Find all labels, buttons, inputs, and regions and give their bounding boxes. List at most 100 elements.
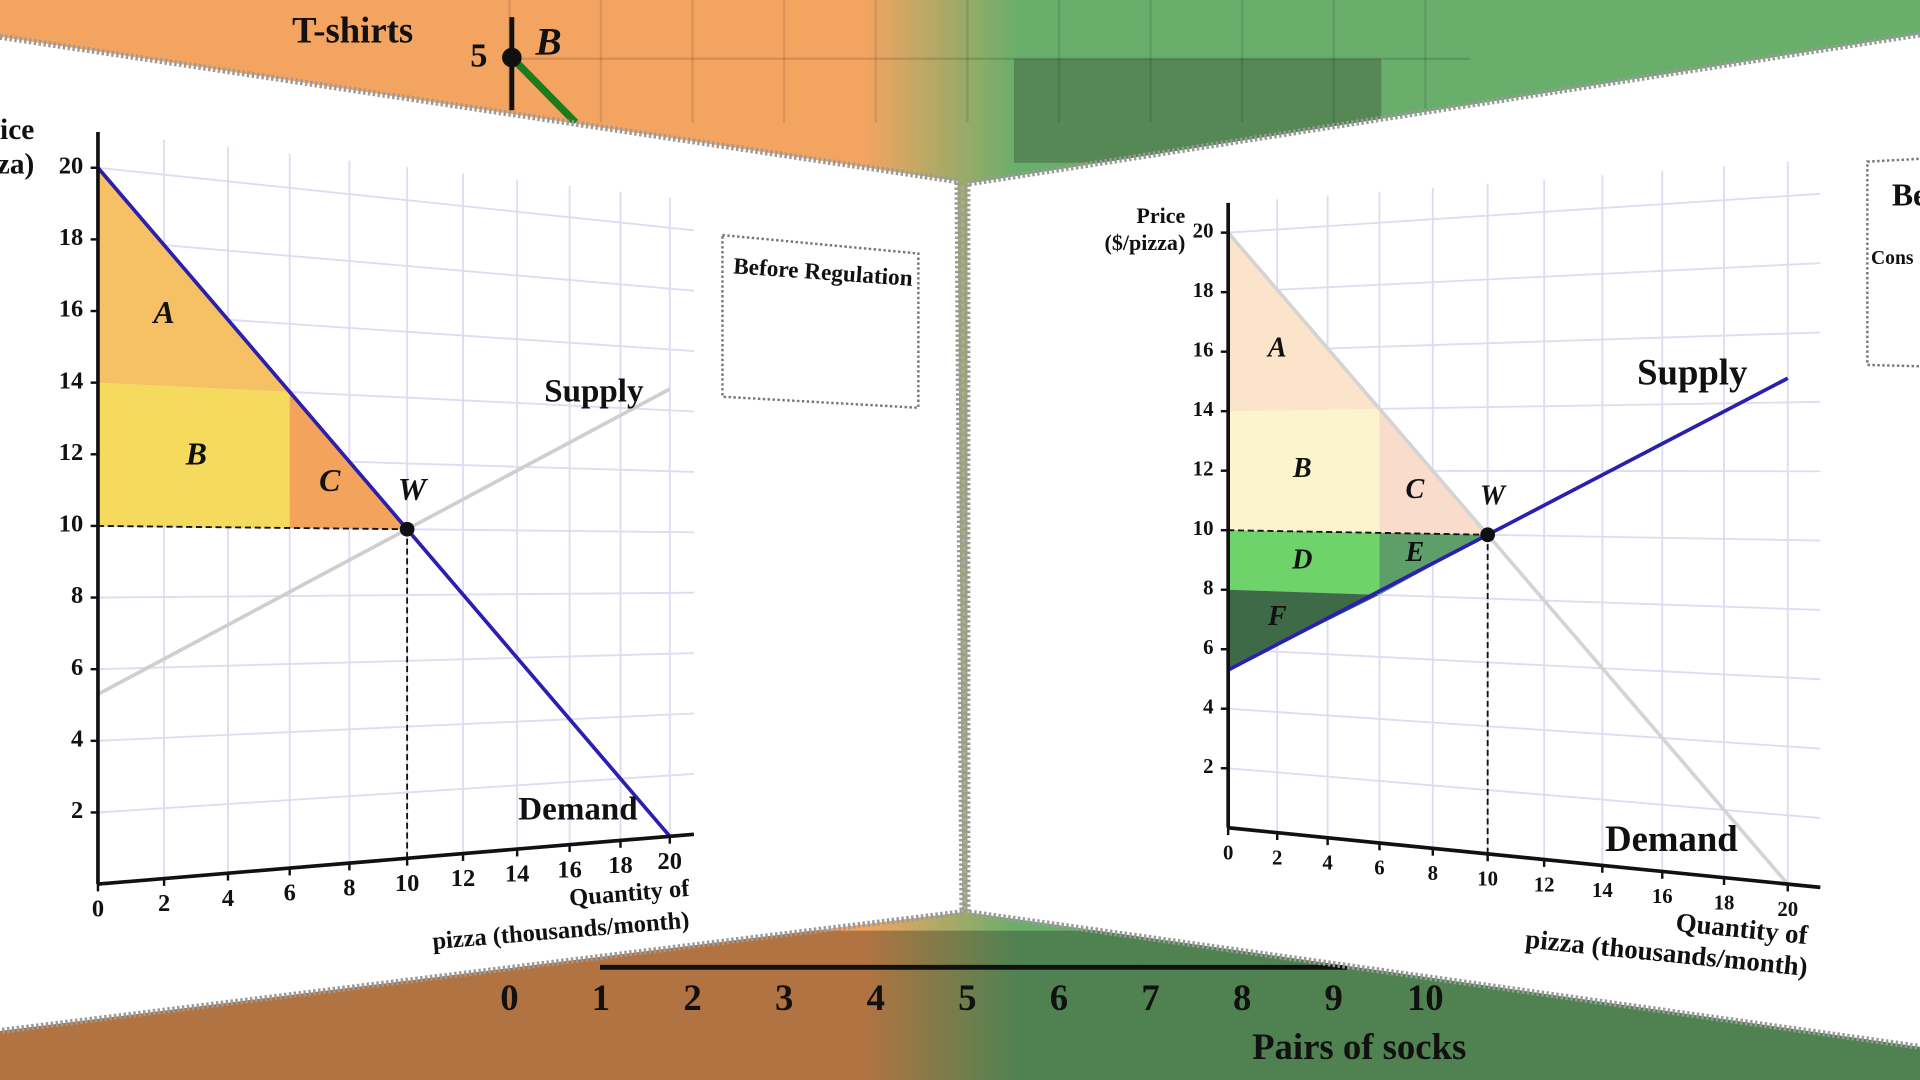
x-tick-label: 0	[1223, 840, 1233, 864]
y-tick-label: 4	[71, 725, 83, 752]
region	[1228, 408, 1380, 533]
paper-edge	[964, 31, 1920, 1050]
bg-x-tick-label: 4	[867, 977, 885, 1018]
paper-edge	[0, 33, 966, 1035]
y-axis-label: ($/pizza)	[0, 148, 34, 180]
x-axis	[1227, 825, 1821, 890]
bg-line	[509, 54, 579, 126]
guide-line	[1228, 529, 1488, 536]
bg-y-label: T-shirts	[292, 10, 413, 51]
info-box	[721, 233, 920, 410]
bg-x-tick-label: 9	[1325, 977, 1343, 1018]
grid-line	[97, 166, 695, 232]
x-tick-label: 4	[1322, 850, 1333, 874]
y-tick-label: 14	[59, 367, 83, 394]
y-tick-label: 12	[1193, 456, 1214, 480]
series-label: Supply	[1637, 351, 1747, 392]
bg-x-tick-label: 6	[1050, 977, 1068, 1018]
equilibrium-point	[399, 521, 415, 537]
x-tick-label: 14	[505, 861, 529, 888]
bg-x-tick-label: 2	[683, 977, 701, 1018]
x-tick-label: 20	[658, 848, 682, 875]
y-tick-label: 10	[59, 511, 83, 538]
x-tick-label: 10	[395, 870, 419, 897]
y-tick-label: 14	[1193, 397, 1214, 421]
x-tick-label: 12	[451, 865, 475, 892]
equilibrium-point	[1480, 527, 1496, 543]
x-tick-label: 8	[343, 875, 355, 902]
region-label: C	[319, 463, 341, 498]
y-tick-label: 18	[1193, 278, 1214, 302]
bg-x-tick-label: 0	[500, 977, 518, 1018]
y-tick-label: 16	[1193, 337, 1214, 361]
region-label: E	[1404, 537, 1424, 568]
region	[1228, 530, 1380, 595]
series-line	[1226, 231, 1790, 886]
series-line	[1227, 376, 1789, 672]
y-tick-label: 4	[1203, 695, 1214, 719]
region-label: B	[185, 437, 207, 472]
y-tick-label: 20	[59, 152, 83, 179]
series-label: Demand	[518, 791, 638, 827]
grid-line	[1228, 588, 1821, 611]
y-tick-label: 8	[1203, 575, 1213, 599]
series-line	[96, 166, 672, 838]
y-tick-label: 8	[71, 582, 83, 609]
y-axis-label: Price	[1136, 203, 1185, 228]
x-tick-label: 6	[284, 880, 296, 907]
bg-x-tick-label: 10	[1407, 977, 1444, 1018]
x-tick-label: 10	[1477, 867, 1498, 891]
grid-line	[1228, 648, 1821, 681]
grid-line	[97, 591, 694, 599]
region-label: A	[151, 295, 174, 330]
x-tick-label: 14	[1592, 878, 1613, 902]
grid-line	[1228, 262, 1821, 294]
series-line	[97, 387, 671, 696]
series-label: Demand	[1605, 818, 1738, 859]
x-axis	[97, 832, 695, 886]
point-label: W	[398, 472, 429, 507]
info-box	[1866, 155, 1920, 369]
x-tick-label: 18	[1714, 890, 1735, 914]
y-tick-label: 20	[1193, 218, 1214, 242]
grid-line	[97, 238, 694, 292]
bg-x-label: Pairs of socks	[1252, 1026, 1466, 1067]
y-axis-label: Price	[0, 114, 34, 146]
x-tick-label: 18	[608, 852, 632, 879]
y-tick-label: 6	[1203, 635, 1213, 659]
x-tick-label: 12	[1534, 872, 1555, 896]
series-label: Supply	[544, 374, 644, 410]
bg-x-tick-label: 5	[958, 977, 976, 1018]
region-label: B	[1292, 453, 1312, 484]
bg-x-tick-label: 1	[592, 977, 610, 1018]
right-page: Demand Supply A B C D E F 0 2 4 6 8 10 12 14 16 18 20 2 4 6 8 1…	[967, 34, 1920, 1047]
y-tick-label: 10	[1193, 516, 1214, 540]
guide-line	[97, 525, 408, 531]
grid-line	[1228, 192, 1821, 234]
box-text: Cons	[1871, 248, 1914, 269]
y-tick-label: 2	[1203, 754, 1213, 778]
grid-line	[97, 772, 694, 814]
x-tick-label: 6	[1374, 856, 1384, 880]
y-tick-label: 12	[59, 439, 83, 466]
bg-x-tick-label: 7	[1141, 977, 1159, 1018]
region-label: A	[1266, 333, 1287, 364]
x-tick-label: 2	[1272, 845, 1282, 869]
point-label: W	[1480, 480, 1507, 511]
y-tick-label: 6	[71, 654, 83, 681]
y-tick-label: 2	[71, 797, 83, 824]
box-title: Be	[1892, 178, 1920, 213]
region-label: D	[1291, 544, 1312, 575]
x-tick-label: 8	[1428, 861, 1438, 885]
x-tick-label: 4	[222, 885, 234, 912]
bg-x-tick-label: 8	[1233, 977, 1251, 1018]
bg-y-tick-label: 5	[470, 37, 487, 75]
grid-line	[1228, 707, 1821, 750]
y-tick-label: 16	[59, 296, 83, 323]
region-label: C	[1405, 474, 1425, 505]
bg-point-label: B	[535, 20, 562, 63]
region-label: F	[1267, 601, 1287, 632]
x-tick-label: 16	[557, 856, 581, 883]
background-chart: T-shirts B Pairs of socks 50 1 2 3 4 5 6 7 8 9 10	[292, 0, 1470, 1067]
